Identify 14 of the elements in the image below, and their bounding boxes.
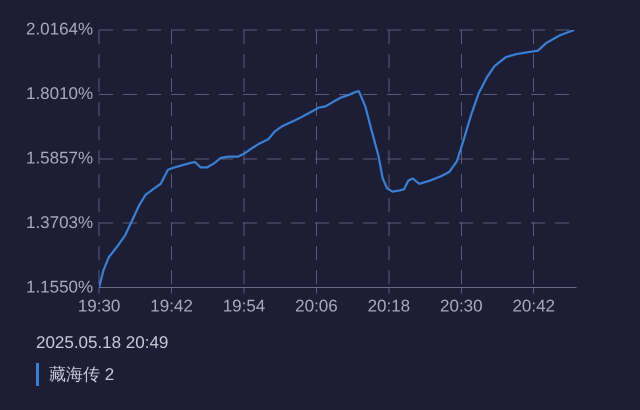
text: 藏海传 2: [36, 363, 168, 386]
x-tick-label: 20:18: [368, 296, 410, 316]
y-tick-label: 2.0164%: [26, 20, 94, 39]
x-tick-label: 20:42: [512, 296, 556, 316]
x-tick-label: 19:42: [150, 296, 193, 316]
text: 2025.05.18 20:49: [36, 333, 168, 353]
x-tick-label: 20:30: [440, 296, 483, 316]
y-tick-label: 1.5857%: [26, 148, 94, 168]
x-tick-label: 19:30: [78, 296, 120, 316]
y-tick-label: 1.1550%: [26, 277, 94, 296]
y-tick-label: 1.3703%: [26, 212, 94, 232]
x-tick-label: 20:06: [295, 296, 338, 316]
x-tick-label: 19:54: [222, 296, 266, 316]
y-tick-label: 1.8010%: [26, 84, 94, 104]
